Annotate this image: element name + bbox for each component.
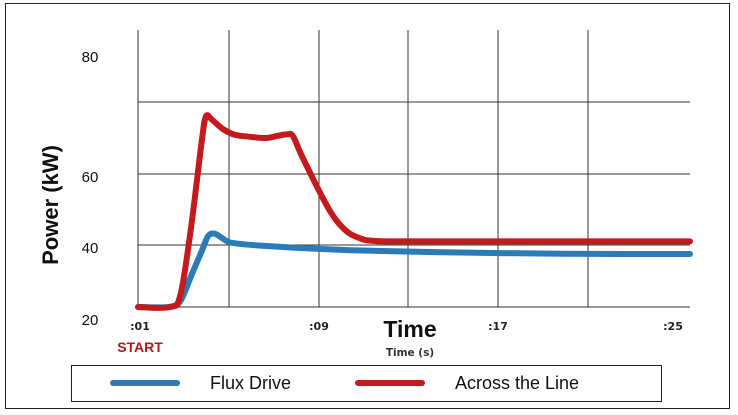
- x-axis-sublabel: Time (s): [386, 347, 434, 359]
- legend-label-flux-drive: Flux Drive: [210, 372, 292, 393]
- series-lines: [135, 112, 693, 311]
- series-line-across-the-line: [135, 112, 693, 311]
- axis-ticks: 20 40 60 80 :01 :09 :17 :25: [82, 49, 683, 333]
- legend-label-across-the-line: Across the Line: [455, 372, 580, 393]
- start-annotation: START: [117, 339, 163, 355]
- y-tick-label: 20: [82, 312, 99, 329]
- series-line-flux-drive: [135, 230, 693, 311]
- legend-item-across-the-line: Across the Line: [355, 366, 579, 400]
- legend: Flux Drive Across the Line: [71, 365, 662, 402]
- x-axis-label: Time: [383, 316, 436, 342]
- legend-swatch-flux-drive: [110, 380, 180, 386]
- x-tick-label: :17: [488, 320, 508, 333]
- y-axis-label: Power (kW): [38, 145, 63, 265]
- x-tick-label: :25: [663, 320, 683, 333]
- y-tick-label: 80: [82, 49, 99, 66]
- y-tick-label: 40: [82, 240, 99, 257]
- grid: [137, 30, 690, 308]
- chart-frame: [5, 3, 730, 409]
- legend-swatch-across-the-line: [355, 380, 425, 386]
- legend-item-flux-drive: Flux Drive: [110, 366, 291, 400]
- y-tick-label: 60: [82, 169, 99, 186]
- x-tick-label: :01: [130, 320, 150, 333]
- x-tick-label: :09: [309, 320, 329, 333]
